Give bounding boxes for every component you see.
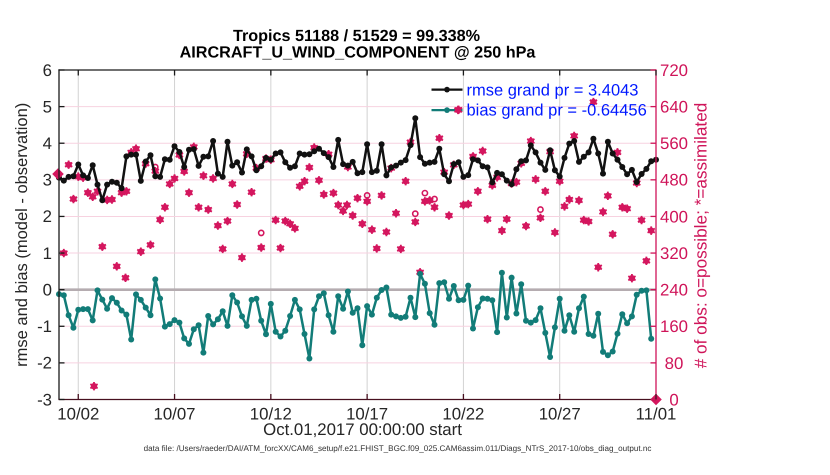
svg-text:AIRCRAFT_U_WIND_COMPONENT @ 25: AIRCRAFT_U_WIND_COMPONENT @ 250 hPa [180,44,537,62]
svg-text:10/12: 10/12 [250,405,292,424]
svg-text:5: 5 [43,97,52,116]
svg-text:-2: -2 [37,354,52,373]
svg-text:rmse and bias (model - observa: rmse and bias (model - observation) [13,103,31,367]
svg-text:bias grand pr = -0.64456: bias grand pr = -0.64456 [467,102,647,120]
svg-text:320: 320 [660,244,688,263]
svg-text:Oct.01,2017 00:00:00 start: Oct.01,2017 00:00:00 start [263,420,462,439]
svg-text:480: 480 [660,171,688,190]
svg-text:10/17: 10/17 [346,405,388,424]
svg-text:10/27: 10/27 [539,405,581,424]
svg-text:# of obs: o=possible; *=assimi: # of obs: o=possible; *=assimilated [691,103,711,369]
svg-text:0: 0 [43,281,52,300]
svg-text:0: 0 [669,390,678,409]
svg-text:560: 560 [660,134,688,153]
svg-text:10/07: 10/07 [154,405,196,424]
svg-text:data file: /Users/raeder/DAI/A: data file: /Users/raeder/DAI/ATM_forcXX/… [144,444,652,453]
svg-text:4: 4 [43,134,52,153]
svg-text:10/22: 10/22 [442,405,484,424]
svg-text:-1: -1 [37,317,52,336]
svg-text:6: 6 [43,61,52,80]
svg-text:10/02: 10/02 [57,405,99,424]
svg-text:-3: -3 [37,390,52,409]
svg-text:240: 240 [660,281,688,300]
svg-text:11/01: 11/01 [636,405,677,424]
svg-text:rmse grand pr = 3.4043: rmse grand pr = 3.4043 [467,81,639,99]
svg-text:80: 80 [665,354,684,373]
svg-text:640: 640 [660,98,688,117]
svg-text:400: 400 [660,207,688,226]
svg-text:1: 1 [43,244,52,263]
svg-text:2: 2 [43,207,52,226]
svg-text:160: 160 [660,317,688,336]
svg-text:3: 3 [43,171,52,190]
svg-text:720: 720 [660,61,688,80]
svg-text:Tropics 51188 / 51529 = 99.338: Tropics 51188 / 51529 = 99.338% [233,27,480,45]
